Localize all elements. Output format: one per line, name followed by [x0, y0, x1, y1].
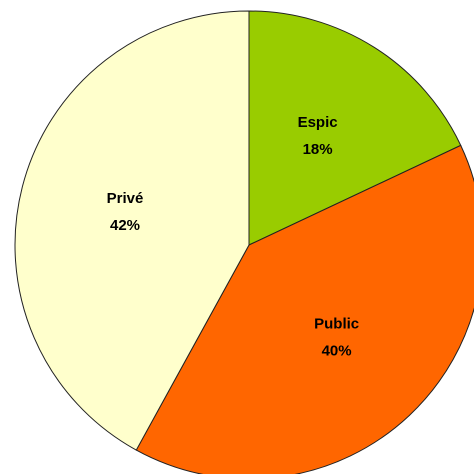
pie-slice [248, 10, 462, 246]
slice-label: Privé [107, 190, 144, 207]
pie-slice [135, 144, 474, 474]
slice-label: Public [314, 315, 359, 332]
value-label: 40% [322, 342, 352, 359]
pie-slice [14, 10, 250, 451]
slice-label: Espic [298, 114, 338, 131]
value-label: 42% [110, 217, 140, 234]
value-label: 18% [303, 141, 333, 158]
